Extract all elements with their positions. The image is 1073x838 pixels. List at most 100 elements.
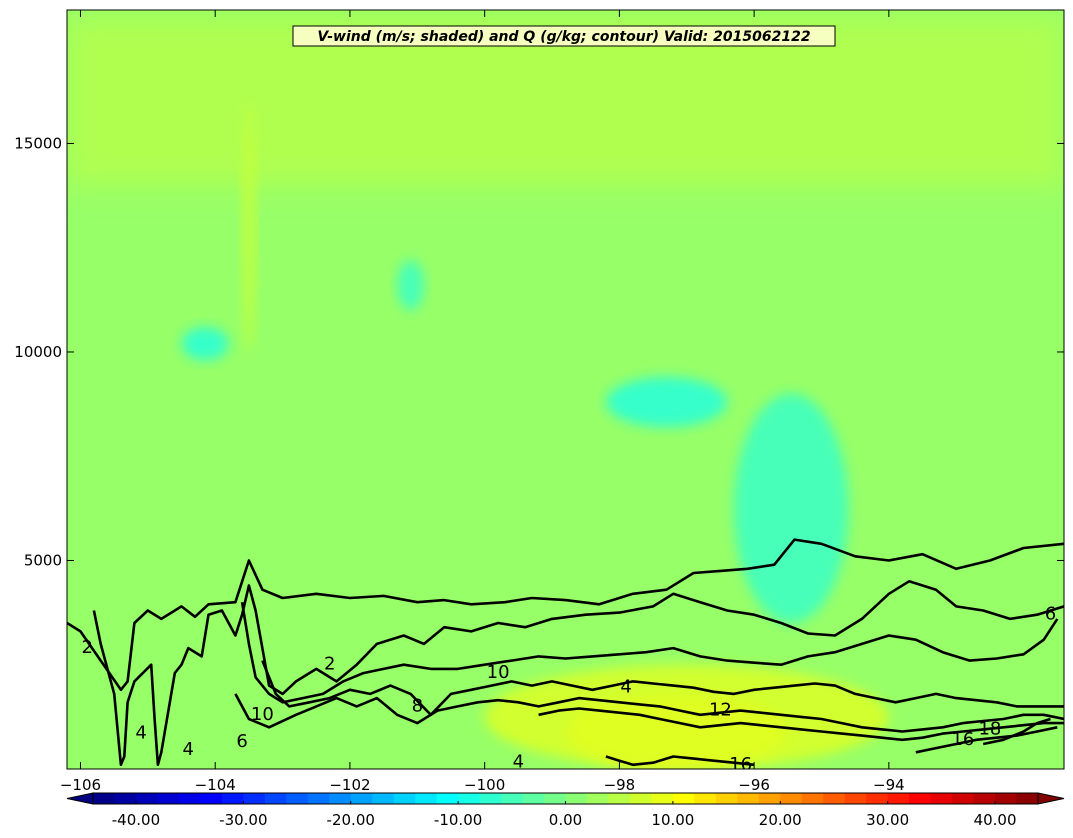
colorbar-tick-label: -20.00 [327,811,375,829]
colorbar-bin [157,793,180,804]
colorbar-bin [178,793,201,804]
colorbar-bin [436,793,459,804]
contour-label: 18 [978,718,1001,739]
y-tick-label: 10000 [14,343,62,361]
contour-line-q6 [240,601,1059,704]
colorbar-bin [501,793,524,804]
contour-line-q12 [538,707,1064,742]
colorbar-bin [823,793,846,804]
shaded-region [181,326,229,361]
contour-label: 6 [1045,604,1056,625]
colorbar-bin [866,793,889,804]
colorbar-bin [114,793,137,804]
x-tick-label: −104 [195,776,236,794]
contour-line-q8 [261,660,1064,717]
contour-line-q16 [915,726,1058,754]
contour-line-q14 [605,755,755,767]
colorbar-tick-label: 30.00 [866,811,909,829]
x-tick-label: −100 [464,776,505,794]
colorbar-bin [801,793,824,804]
contour-label: 2 [81,637,92,658]
contour-line-q10 [234,693,1064,733]
chart-title: V-wind (m/s; shaded) and Q (g/kg; contou… [317,29,810,45]
colorbar-bin [307,793,330,804]
colorbar-bin [565,793,588,804]
x-tick-label: −106 [60,776,101,794]
contour-line-q4 [92,580,1064,767]
contour-label: 10 [251,704,274,725]
contour-label: 4 [135,723,146,744]
chart-title-box: V-wind (m/s; shaded) and Q (g/kg; contou… [292,25,836,47]
colorbar-bin [844,793,867,804]
colorbar-bin [522,793,545,804]
colorbar-tick-label: 40.00 [974,811,1017,829]
colorbar-bin [651,793,674,804]
y-tick-label: 5000 [24,551,62,569]
colorbar-bin [758,793,781,804]
colorbar-bin [544,793,566,804]
contour-label: 16 [729,754,752,775]
q-contour-layer [67,538,1064,767]
colorbar-extend-low [66,792,94,805]
colorbar-bin [952,793,975,804]
contour-label: 4 [620,677,631,698]
colorbar-tick-label: -40.00 [112,811,160,829]
x-tick-label: −96 [738,776,770,794]
colorbar-bin [329,793,352,804]
colorbar-bin [458,793,481,804]
colorbar-bin [221,793,244,804]
colorbar-bin [973,793,996,804]
colorbar-bin [135,793,158,804]
contour-label: 6 [236,731,247,752]
colorbar-bin [780,793,803,804]
shaded-region [605,376,728,428]
colorbar-tick-label: 20.00 [759,811,802,829]
colorbar-bin [586,793,609,804]
colorbar-bin [415,793,438,804]
x-axis-ticks: −106 −104 −102 −100 −98 −96 −94 [60,10,905,794]
shaded-region [484,664,889,769]
colorbar-bin [887,793,910,804]
y-axis-ticks: 5000 10000 15000 [14,134,1064,569]
colorbar-bin [995,793,1018,804]
colorbar-bin [243,793,266,804]
contour-label: 10 [487,662,510,683]
colorbar-bin [715,793,738,804]
contour-line-q18 [982,717,1051,746]
colorbar-bin [286,793,309,804]
colorbar-bin [393,793,416,804]
shaded-region [397,260,425,311]
colorbar-bin [909,793,932,804]
colorbar-tick-label: 10.00 [651,811,694,829]
contour-line-q2 [67,538,1064,692]
colorbar-bin [93,793,115,804]
contour-label: 8 [412,695,423,716]
x-tick-label: −94 [873,776,905,794]
x-tick-label: −102 [329,776,370,794]
colorbar-bin [264,793,287,804]
colorbar-bin [672,793,695,804]
contour-label: 16 [951,729,974,750]
colorbar-bin [350,793,373,804]
colorbar-bin [372,793,395,804]
colorbar-bin [1016,793,1039,804]
colorbar-bin [930,793,953,804]
x-tick-label: −98 [604,776,636,794]
colorbar-bin [200,793,223,804]
shaded-region [733,393,849,624]
colorbar-bin [479,793,502,804]
shaded-region [242,101,256,352]
contour-label: 2 [324,654,335,675]
colorbar-extend-high [1037,792,1065,805]
colorbar-bin [608,793,631,804]
contour-label: 12 [709,700,732,721]
colorbar-tick-label: -30.00 [219,811,267,829]
contour-label: 4 [513,752,524,773]
colorbar-tick-label: -10.00 [434,811,482,829]
plot-frame [66,9,1065,770]
y-tick-label: 15000 [14,134,62,152]
colorbar-bin [629,793,652,804]
